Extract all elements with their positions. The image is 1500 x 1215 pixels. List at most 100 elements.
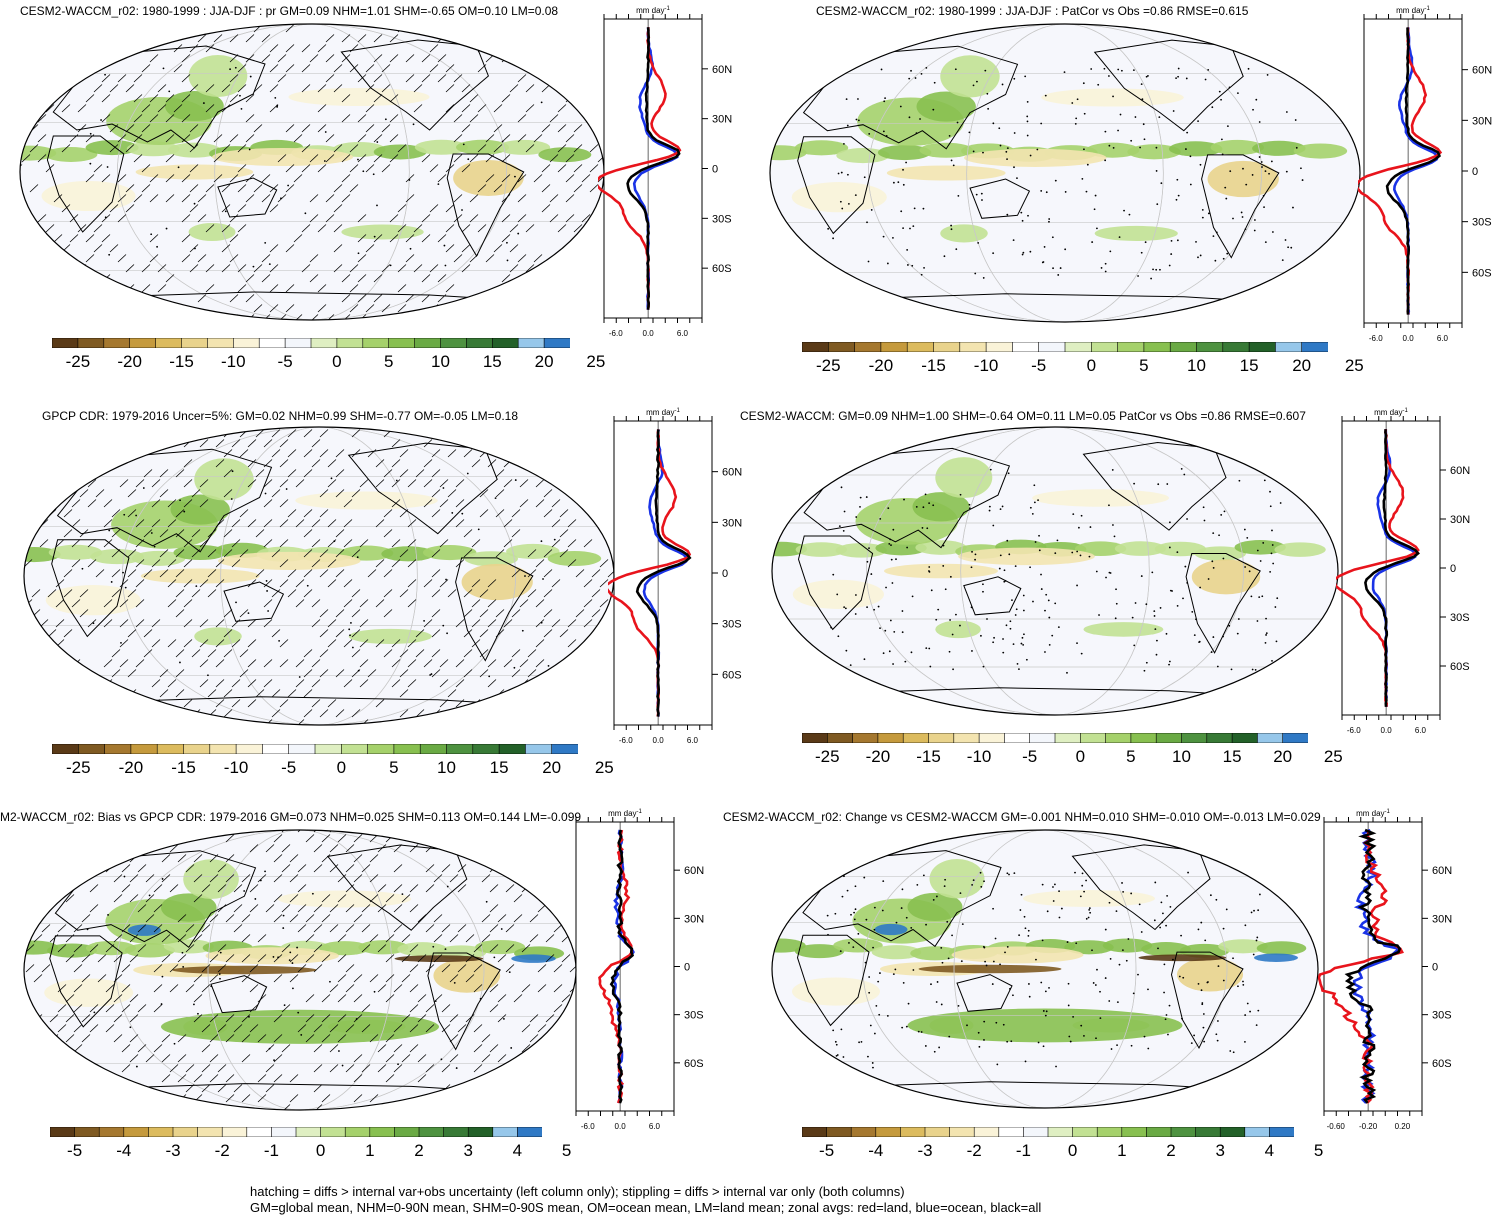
colorbar-box: [362, 338, 390, 348]
world-map: [19, 23, 605, 321]
x-tick-label: -6.0: [609, 329, 623, 338]
colorbar-box: [1090, 342, 1119, 352]
precip-region: [772, 541, 808, 557]
colorbar-box: [877, 733, 904, 743]
continent-outline: [956, 974, 1013, 1012]
colorbar-box: [953, 733, 980, 743]
graticule: [24, 427, 614, 725]
precip-region: [792, 579, 884, 609]
colorbar-box: [197, 1127, 223, 1137]
precip-region: [1274, 542, 1326, 557]
precip-region: [1252, 140, 1306, 156]
colorbar-box: [1004, 733, 1031, 743]
lat-tick-label: 30S: [722, 619, 742, 631]
precip-region: [173, 544, 227, 561]
precip-region: [1141, 942, 1191, 957]
precip-region: [1177, 957, 1243, 992]
colorbar-box: [467, 1127, 494, 1137]
precip-region: [792, 977, 880, 1006]
colorbar-box: [52, 338, 79, 348]
colorbar-box: [1170, 1127, 1197, 1137]
continent-outline: [347, 442, 498, 535]
map-border: [769, 23, 1361, 323]
lat-tick-label: 60S: [712, 263, 732, 275]
precip-region: [48, 544, 103, 560]
continent-outline: [51, 539, 130, 638]
x-tick-label: 6.0: [677, 329, 689, 338]
lat-tick-label: 0: [1472, 166, 1478, 178]
colorbar-labels: -5 -4 -3 -2 -1 0 1 2 3 4 5: [67, 1141, 572, 1160]
lat-tick-label: 0: [1432, 962, 1438, 974]
precip-region: [1210, 139, 1264, 155]
colorbar-box: [183, 744, 211, 754]
precip-region: [874, 923, 908, 936]
precip-region: [907, 1008, 1183, 1043]
units-label: mm day-1: [1374, 408, 1408, 417]
precip-region: [170, 494, 230, 525]
units-label: mm day-1: [1396, 6, 1430, 15]
lat-tick-label: 0: [684, 962, 690, 974]
colorbar-box: [1219, 1127, 1246, 1137]
precip-region: [131, 550, 186, 566]
colorbar-box: [1012, 342, 1040, 352]
colorbar-box: [1130, 733, 1157, 743]
precip-region: [126, 141, 180, 157]
lat-tick-label: 60N: [684, 865, 704, 877]
precip-region: [1138, 954, 1227, 962]
stippling: [81, 470, 556, 678]
colorbar-box: [827, 342, 856, 352]
colorbar-box: [802, 733, 828, 743]
x-tick-label: -0.20: [1359, 1122, 1378, 1131]
colorbar-box: [1023, 1127, 1049, 1137]
precip-region: [1023, 890, 1155, 907]
colorbar-box: [1181, 733, 1208, 743]
colorbar-box: [802, 1127, 828, 1137]
precip-region: [341, 224, 424, 240]
precip-region: [935, 620, 981, 639]
colorbar-box: [221, 1127, 248, 1137]
continent-outline: [1185, 553, 1261, 654]
colorbar: [802, 1127, 1294, 1137]
precip-region: [218, 551, 361, 570]
precip-region: [127, 924, 161, 936]
colorbar-box: [949, 1127, 975, 1137]
precip-region: [1256, 941, 1307, 956]
x-tick-label: 0.0: [643, 329, 655, 338]
colorbar-box: [1146, 1127, 1172, 1137]
continent-outline: [340, 39, 489, 131]
x-tick-label: 6.0: [687, 736, 699, 745]
precip-region: [161, 1009, 439, 1044]
precip-region: [373, 144, 427, 160]
precip-region: [1083, 622, 1164, 637]
x-tick-label: -6.0: [1369, 334, 1383, 343]
zonal-mean-plot: mm day-1 60N 30N 0 30S 60S -6.0 0.0 6.0: [608, 408, 742, 745]
world-map: [771, 426, 1339, 716]
lat-tick-label: 0: [722, 568, 728, 580]
precip-region: [47, 943, 98, 958]
graticule: [770, 24, 1360, 322]
colorbar-box: [443, 1127, 469, 1137]
colorbar-box: [1222, 342, 1250, 352]
colorbar-box: [543, 338, 570, 348]
colorbar: [50, 1127, 542, 1137]
precip-region: [1218, 939, 1268, 954]
colorbar-box: [802, 342, 829, 352]
all-zonal-line: [635, 429, 692, 717]
precip-region: [886, 165, 1006, 181]
colorbar-box: [498, 744, 527, 754]
continent-outline: [217, 177, 278, 218]
colorbar-box: [1064, 342, 1092, 352]
stippling: [86, 870, 513, 1069]
precip-region: [958, 547, 1095, 566]
colorbar-box: [1054, 733, 1081, 743]
colorbar-box: [826, 1127, 852, 1137]
precip-region: [348, 628, 432, 644]
precip-region: [205, 947, 339, 965]
zonal-mean-plot: mm day-1 60N 30N 0 30S 60S -6.0 0.0 6.0: [1336, 408, 1470, 735]
colorbar-box: [394, 1127, 420, 1137]
precip-region: [1293, 143, 1348, 159]
precip-region: [497, 139, 551, 155]
precip-region: [919, 142, 973, 158]
colorbar-box: [551, 744, 578, 754]
lat-tick-label: 0: [712, 164, 718, 176]
